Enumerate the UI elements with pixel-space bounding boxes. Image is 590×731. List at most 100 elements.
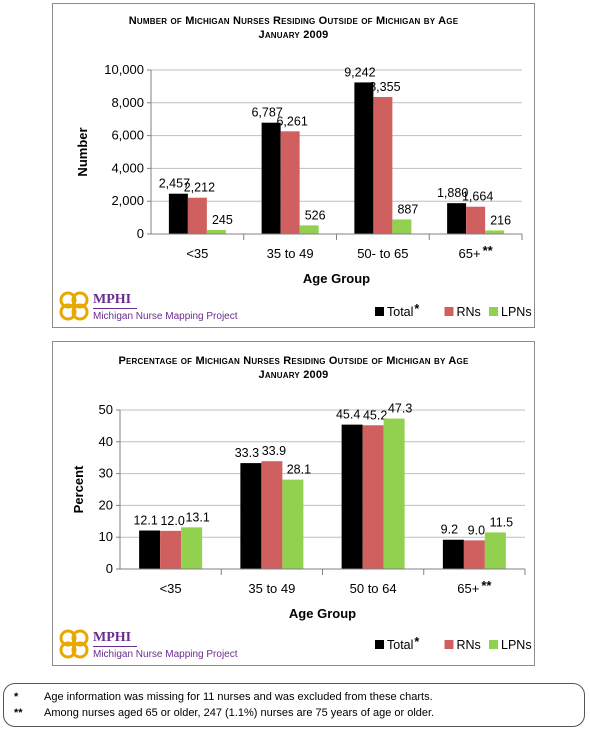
legend-swatch [444, 307, 454, 316]
data-label: 216 [490, 213, 511, 227]
x-tick-label: 35 to 49 [267, 246, 314, 261]
legend-swatch [444, 640, 454, 649]
logo-subtitle: Michigan Nurse Mapping Project [93, 311, 238, 322]
bar-lpns [282, 479, 304, 569]
y-tick-label: 50 [99, 402, 113, 417]
y-tick-label: 2,000 [111, 193, 144, 208]
legend-swatch [489, 640, 498, 649]
y-tick-label: 40 [99, 434, 113, 449]
data-label: 245 [212, 213, 233, 227]
data-label: 1,664 [462, 190, 493, 204]
data-label: 9.0 [468, 523, 485, 537]
bar-lpns [299, 225, 319, 234]
chart-title-line-1: Number of Michigan Nurses Residing Outsi… [128, 15, 459, 27]
bar-total [442, 539, 464, 569]
bar-lpns [206, 229, 226, 234]
bar-rns [466, 206, 486, 234]
data-label: 1,880 [437, 186, 468, 200]
bar-total [139, 530, 161, 569]
x-tick-label: 65+ ** [457, 578, 492, 596]
data-label: 47.3 [388, 402, 412, 416]
bar-total [240, 463, 262, 569]
bar-lpns [484, 532, 506, 569]
data-label: 33.9 [262, 444, 286, 458]
y-tick-label: 0 [106, 561, 113, 576]
y-tick-label: 20 [99, 497, 113, 512]
bar-total [261, 122, 281, 234]
x-tick-label: 65+ ** [459, 243, 494, 261]
chart-title-line-2: January 2009 [258, 29, 329, 41]
bar-rns [187, 197, 207, 234]
data-label: 887 [397, 202, 418, 216]
chart-title-line-2: January 2009 [258, 369, 329, 381]
chart-panel-percent: Percentage of Michigan Nurses Residing O… [52, 341, 535, 666]
x-tick-label: 50 to 64 [350, 581, 397, 596]
data-label: 11.5 [490, 515, 513, 529]
x-tick-label: <35 [160, 581, 182, 596]
legend-footnote-mark: * [414, 302, 419, 316]
bar-rns [463, 540, 485, 569]
y-tick-label: 30 [99, 466, 113, 481]
y-tick-label: 8,000 [111, 95, 144, 110]
data-label: 45.4 [336, 408, 360, 422]
legend-label: Total* [387, 635, 419, 652]
footnote-text: Among nurses aged 65 or older, 247 (1.1%… [44, 707, 435, 719]
legend-label: Total* [387, 302, 419, 319]
legend-swatch [375, 640, 384, 649]
legend-label: RNs [457, 638, 481, 652]
bar-rns [362, 425, 384, 569]
data-label: 13.1 [185, 510, 209, 524]
bar-rns [373, 96, 393, 234]
legend-swatch [489, 307, 498, 316]
logo-rule [93, 646, 137, 647]
chart-title-line-1: Percentage of Michigan Nurses Residing O… [118, 355, 469, 367]
x-tick-label: 50- to 65 [357, 246, 408, 261]
x-tick-label: 35 to 49 [248, 581, 295, 596]
data-label: 33.3 [235, 446, 259, 460]
chart-percent-by-age: 0 10 20 30 40 50 <35 12.1 12.0 13.1 35 to 49 33.3 33… [71, 402, 532, 652]
bar-lpns [392, 219, 412, 234]
data-label: 6,261 [276, 114, 307, 128]
y-axis-title: Number [75, 127, 90, 176]
data-label: 9,242 [344, 65, 375, 79]
bar-rns [261, 461, 283, 569]
logo-subtitle: Michigan Nurse Mapping Project [93, 649, 238, 660]
mphi-logo: MPHI Michigan Nurse Mapping Project [57, 291, 257, 323]
data-label: 6,787 [251, 106, 282, 120]
legend-swatch [375, 307, 384, 316]
logo-rule [93, 308, 137, 309]
x-tick-footnote-mark: ** [483, 243, 494, 258]
data-label: 2,457 [159, 177, 190, 191]
bar-rns [160, 530, 182, 569]
data-label: 8,355 [369, 80, 400, 94]
x-axis-title: Age Group [289, 606, 356, 621]
data-label: 12.1 [133, 514, 157, 528]
footnote-marker: * [14, 691, 19, 703]
legend-footnote-mark: * [414, 635, 419, 649]
chart-number-by-age: 0 2,000 4,000 6,000 8,000 10,000 <35 2,4572,212… [75, 62, 532, 319]
chart-panel-number: Number of Michigan Nurses Residing Outsi… [52, 3, 535, 328]
y-tick-label: 10,000 [104, 62, 144, 77]
bar-total [341, 424, 363, 569]
bar-total [447, 203, 467, 234]
legend-label: LPNs [501, 638, 532, 652]
footnote-missing-age: * Age information was missing for 11 nurs… [14, 691, 433, 703]
data-label: 45.2 [363, 408, 387, 422]
data-label: 2,212 [184, 181, 215, 195]
legend-label: LPNs [501, 305, 532, 319]
footnote-age-75: ** Among nurses aged 65 or older, 247 (1.… [14, 707, 434, 719]
mphi-logo-icon [59, 629, 89, 659]
bar-lpns [181, 527, 203, 569]
data-label: 526 [305, 208, 326, 222]
logo-name: MPHI [93, 630, 132, 645]
x-axis-title: Age Group [303, 271, 370, 286]
x-tick-footnote-mark: ** [481, 578, 492, 593]
y-axis-title: Percent [71, 465, 86, 513]
y-tick-label: 10 [99, 529, 113, 544]
bar-lpns [383, 418, 405, 569]
mphi-logo: MPHI Michigan Nurse Mapping Project [57, 629, 257, 661]
y-tick-label: 4,000 [111, 160, 144, 175]
y-tick-label: 0 [137, 226, 144, 241]
footnote-text: Age information was missing for 11 nurse… [44, 691, 433, 703]
bar-rns [280, 131, 300, 234]
